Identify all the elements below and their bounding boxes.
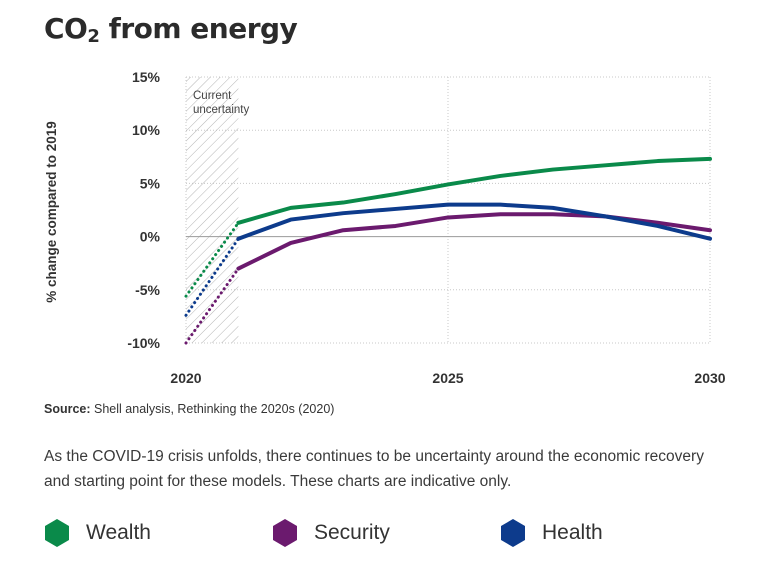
y-tick-label: 5% [140,175,161,191]
uncertainty-band [186,77,239,343]
uncertainty-label: uncertainty [193,104,250,116]
uncertainty-label: Current [193,90,232,102]
y-tick-label: 0% [140,229,161,245]
source-label: Source: [44,402,91,416]
title-co: CO [44,12,88,45]
legend-label-wealth: Wealth [86,521,151,544]
series-security-dotted-line [184,267,240,345]
legend-label-security: Security [314,521,390,544]
hexagon-icon [501,519,525,547]
description-text: As the COVID-19 crisis unfolds, there co… [44,448,704,490]
series-wealth-dotted-line [184,221,240,298]
legend: Wealth Security Health [44,515,744,551]
source-text: Shell analysis, Rethinking the 2020s (20… [90,402,335,416]
y-axis-label: % change compared to 2019 [44,121,59,303]
x-tick-label: 2030 [694,370,725,386]
y-tick-label: 15% [132,69,161,85]
title-rest: from energy [99,12,298,45]
legend-item-wealth: Wealth [44,515,151,551]
y-tick-label: -10% [127,335,160,351]
legend-label-health: Health [542,521,603,544]
hexagon-icon [45,519,69,547]
series-health-line [236,202,712,241]
x-tick-label: 2020 [170,370,201,386]
x-tick-label: 2025 [432,370,463,386]
title-subscript: 2 [87,26,100,47]
y-tick-label: -5% [135,282,160,298]
line-chart: Current uncertainty 15% 10% 5% 0% -5% -10% 2020 2… [44,69,726,386]
series-wealth-line [236,156,712,225]
legend-item-health: Health [500,515,603,551]
y-tick-label: 10% [132,122,161,138]
source-note: Source: Shell analysis, Rethinking the 2… [44,402,334,416]
chart-title: CO2 from energy [44,12,298,47]
legend-item-security: Security [272,515,390,551]
hexagon-icon [273,519,297,547]
series-health-dotted-line [184,237,240,317]
